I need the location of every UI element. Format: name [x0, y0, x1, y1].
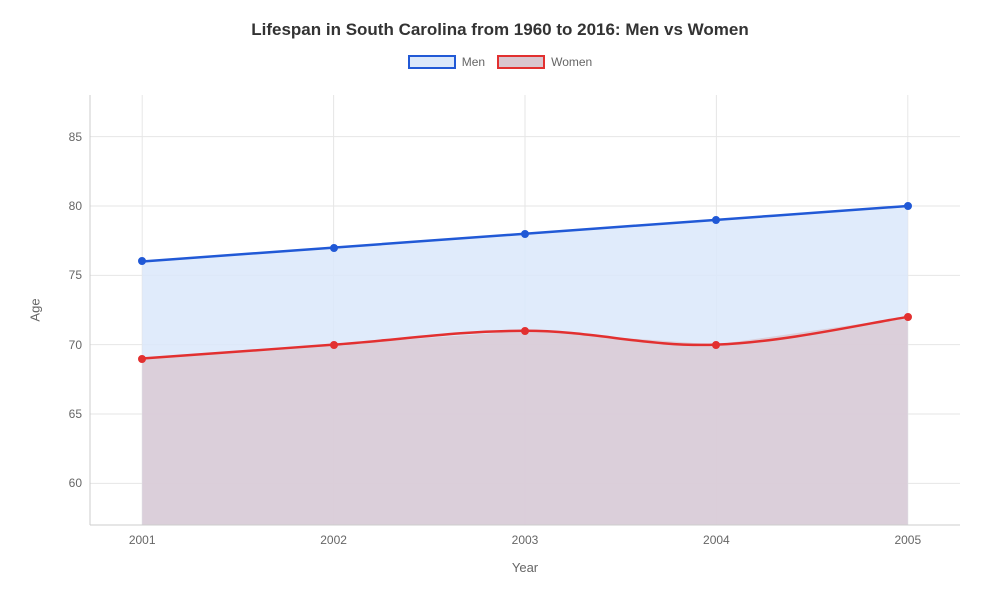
- y-tick-label: 85: [69, 130, 82, 144]
- legend-item-women: Women: [497, 55, 592, 69]
- plot-area: 60657075808520012002200320042005: [90, 95, 960, 525]
- legend-label-men: Men: [462, 55, 485, 69]
- legend-swatch-men: [408, 55, 456, 69]
- y-tick-label: 80: [69, 199, 82, 213]
- data-point: [521, 230, 529, 238]
- data-point: [138, 257, 146, 265]
- y-tick-label: 65: [69, 407, 82, 421]
- data-point: [712, 216, 720, 224]
- plot-svg: [90, 95, 960, 525]
- data-point: [904, 313, 912, 321]
- legend-swatch-women: [497, 55, 545, 69]
- legend: Men Women: [0, 55, 1000, 69]
- data-point: [521, 327, 529, 335]
- y-tick-label: 75: [69, 268, 82, 282]
- data-point: [138, 355, 146, 363]
- data-point: [712, 341, 720, 349]
- data-point: [904, 202, 912, 210]
- y-axis-title: Age: [28, 298, 43, 321]
- x-tick-label: 2003: [512, 533, 539, 547]
- x-tick-label: 2002: [320, 533, 347, 547]
- legend-label-women: Women: [551, 55, 592, 69]
- legend-item-men: Men: [408, 55, 485, 69]
- data-point: [330, 244, 338, 252]
- y-tick-label: 70: [69, 338, 82, 352]
- x-tick-label: 2005: [894, 533, 921, 547]
- x-tick-label: 2004: [703, 533, 730, 547]
- x-tick-label: 2001: [129, 533, 156, 547]
- chart-title: Lifespan in South Carolina from 1960 to …: [0, 20, 1000, 40]
- x-axis-title: Year: [512, 560, 538, 575]
- y-tick-label: 60: [69, 476, 82, 490]
- data-point: [330, 341, 338, 349]
- chart-container: Lifespan in South Carolina from 1960 to …: [0, 0, 1000, 600]
